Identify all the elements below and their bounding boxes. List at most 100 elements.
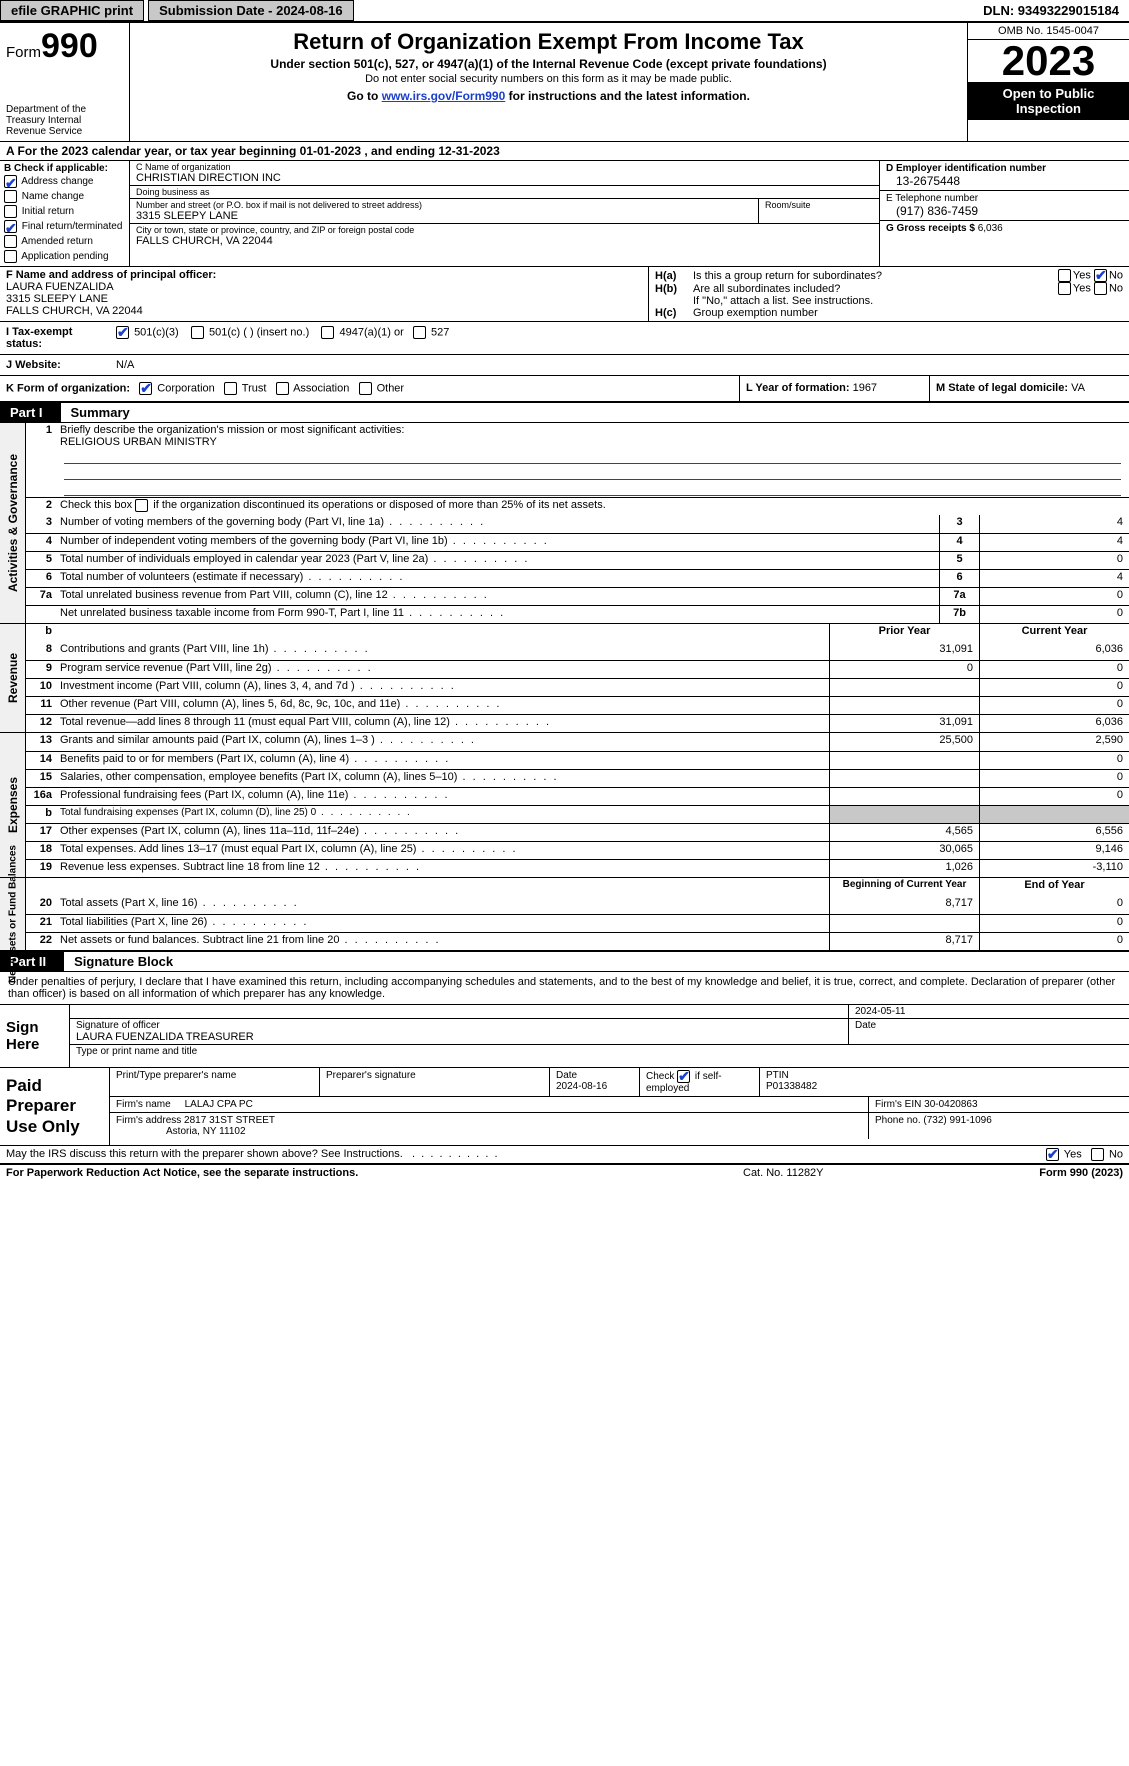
line2-checkbox[interactable]: [135, 499, 148, 512]
column-c-org-info: C Name of organization CHRISTIAN DIRECTI…: [130, 161, 879, 266]
assoc-checkbox[interactable]: [276, 382, 289, 395]
line-desc: Professional fundraising fees (Part IX, …: [56, 788, 829, 805]
prior-year-val: [829, 697, 979, 714]
org-name: CHRISTIAN DIRECTION INC: [136, 172, 873, 184]
opt-527: 527: [431, 326, 449, 338]
colb-checkbox[interactable]: [4, 220, 17, 233]
line-desc: Salaries, other compensation, employee b…: [56, 770, 829, 787]
no-label: No: [1109, 282, 1123, 294]
col-b-header: B Check if applicable:: [4, 163, 125, 174]
firm-phone: (732) 991-1096: [923, 1115, 991, 1126]
year-formation: 1967: [853, 382, 877, 394]
line-num: 21: [26, 915, 56, 932]
4947-checkbox[interactable]: [321, 326, 334, 339]
line-num: 4: [26, 534, 56, 551]
line-box: 5: [939, 552, 979, 569]
527-checkbox[interactable]: [413, 326, 426, 339]
header: Form990 Department of the Treasury Inter…: [0, 23, 1129, 142]
501c3-checkbox[interactable]: [116, 326, 129, 339]
ha-no-checkbox[interactable]: [1094, 269, 1107, 282]
colb-checkbox[interactable]: [4, 205, 17, 218]
column-deg: D Employer identification number 13-2675…: [879, 161, 1129, 266]
hb-yes-checkbox[interactable]: [1058, 282, 1071, 295]
part-1-header: Part I Summary: [0, 403, 1129, 423]
hb-note: If "No," attach a list. See instructions…: [693, 295, 1123, 307]
line-desc: Total liabilities (Part X, line 26): [56, 915, 829, 932]
colb-option[interactable]: Final return/terminated: [4, 219, 125, 234]
line-val: 4: [979, 515, 1129, 533]
officer-name: LAURA FUENZALIDA: [6, 281, 642, 293]
efile-print-button[interactable]: efile GRAPHIC print: [0, 0, 144, 21]
discuss-no: No: [1109, 1149, 1123, 1161]
dln: DLN: 93493229015184: [973, 0, 1129, 21]
colb-checkbox[interactable]: [4, 175, 17, 188]
ein-value: 13-2675448: [886, 174, 1123, 188]
corp-checkbox[interactable]: [139, 382, 152, 395]
prior-year-val: [829, 752, 979, 769]
opt-other: Other: [377, 382, 405, 394]
line-desc: Net unrelated business taxable income fr…: [56, 606, 939, 623]
ha-yes-checkbox[interactable]: [1058, 269, 1071, 282]
colb-option[interactable]: Amended return: [4, 234, 125, 249]
tax-year: 2023: [968, 40, 1129, 82]
form-label: Form: [6, 44, 41, 61]
colb-option[interactable]: Name change: [4, 189, 125, 204]
line-val: 0: [979, 588, 1129, 605]
colb-checkbox[interactable]: [4, 190, 17, 203]
colb-option[interactable]: Initial return: [4, 204, 125, 219]
no-label: No: [1109, 269, 1123, 281]
firm-name: LALAJ CPA PC: [185, 1099, 253, 1110]
website-value: N/A: [110, 355, 140, 375]
prior-year-val: 25,500: [829, 733, 979, 751]
current-year-val: 6,556: [979, 824, 1129, 841]
discuss-question: May the IRS discuss this return with the…: [6, 1148, 403, 1160]
line-a-calendar-year: A For the 2023 calendar year, or tax yea…: [0, 142, 1129, 160]
page-title: Return of Organization Exempt From Incom…: [140, 29, 957, 55]
discuss-no-checkbox[interactable]: [1091, 1148, 1104, 1161]
net-assets-vlabel: Net Assets or Fund Balances: [7, 845, 18, 983]
line-num: 12: [26, 715, 56, 732]
instructions-link[interactable]: www.irs.gov/Form990: [382, 89, 506, 103]
ha-label: H(a): [655, 270, 693, 282]
phone-value: (917) 836-7459: [886, 204, 1123, 218]
prior-year-val: [829, 915, 979, 932]
date-label: Date: [849, 1019, 1129, 1044]
part-2-header: Part II Signature Block: [0, 952, 1129, 972]
discuss-yes-checkbox[interactable]: [1046, 1148, 1059, 1161]
trust-checkbox[interactable]: [224, 382, 237, 395]
current-year-val: [979, 806, 1129, 823]
colb-option[interactable]: Application pending: [4, 249, 125, 264]
current-year-val: 0: [979, 770, 1129, 787]
line-box: 6: [939, 570, 979, 587]
state-domicile: VA: [1071, 382, 1085, 394]
current-year-hdr: Current Year: [979, 624, 1129, 642]
dba-label: Doing business as: [136, 187, 873, 197]
prep-date: 2024-08-16: [556, 1081, 607, 1092]
officer-addr2: FALLS CHURCH, VA 22044: [6, 305, 642, 317]
colb-option[interactable]: Address change: [4, 174, 125, 189]
line-box: 7b: [939, 606, 979, 623]
line-num: 17: [26, 824, 56, 841]
501c-checkbox[interactable]: [191, 326, 204, 339]
prior-year-val: [829, 679, 979, 696]
hb-no-checkbox[interactable]: [1094, 282, 1107, 295]
colb-checkbox[interactable]: [4, 250, 17, 263]
line-val: 0: [979, 606, 1129, 623]
line-desc: Other expenses (Part IX, column (A), lin…: [56, 824, 829, 841]
open-inspection: Open to Public Inspection: [968, 82, 1129, 120]
prep-date-label: Date: [556, 1070, 577, 1081]
self-employed-checkbox[interactable]: [677, 1070, 690, 1083]
form-org-label: K Form of organization:: [6, 382, 130, 394]
line-desc: Total assets (Part X, line 16): [56, 896, 829, 914]
line-desc: Total expenses. Add lines 13–17 (must eq…: [56, 842, 829, 859]
current-year-val: 0: [979, 697, 1129, 714]
colb-checkbox[interactable]: [4, 235, 17, 248]
line-desc: Benefits paid to or for members (Part IX…: [56, 752, 829, 769]
line-val: 0: [979, 552, 1129, 569]
line-box: 3: [939, 515, 979, 533]
beg-year-hdr: Beginning of Current Year: [829, 878, 979, 896]
other-checkbox[interactable]: [359, 382, 372, 395]
ptin-label: PTIN: [766, 1070, 789, 1081]
firm-addr1: 2817 31ST STREET: [184, 1115, 275, 1126]
line-desc: Other revenue (Part VIII, column (A), li…: [56, 697, 829, 714]
